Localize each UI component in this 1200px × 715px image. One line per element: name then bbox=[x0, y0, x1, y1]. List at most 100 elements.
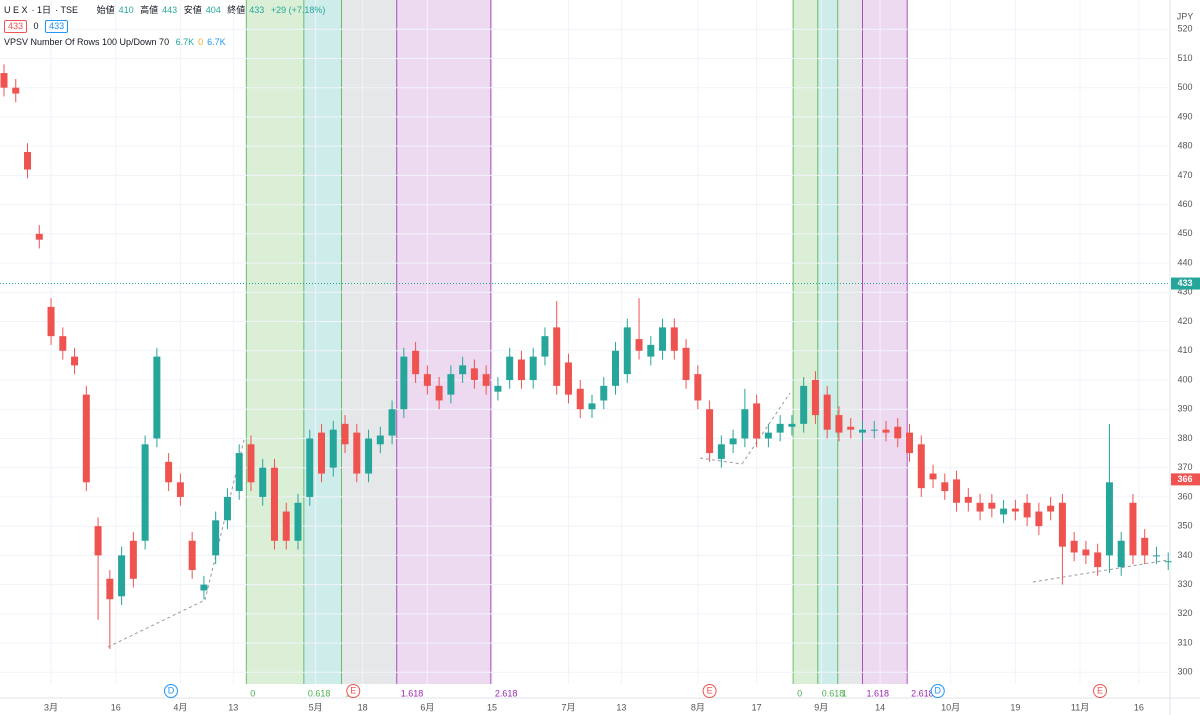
event-label: D bbox=[168, 685, 175, 695]
candle-body bbox=[1047, 505, 1055, 512]
y-tick-label: 310 bbox=[1177, 637, 1192, 647]
candle-body bbox=[106, 578, 114, 600]
candle-body bbox=[412, 350, 420, 375]
candle-body bbox=[188, 540, 196, 570]
y-tick-label: 500 bbox=[1177, 82, 1192, 92]
x-tick-label: 16 bbox=[111, 702, 121, 712]
symbol: U E X bbox=[4, 5, 28, 15]
candle-body bbox=[270, 467, 278, 541]
event-badge bbox=[163, 684, 178, 698]
y-tick-label: 360 bbox=[1177, 491, 1192, 501]
candle-body bbox=[200, 584, 208, 591]
candle-body bbox=[517, 359, 525, 380]
candle-body bbox=[764, 432, 772, 439]
candle-body bbox=[564, 362, 572, 395]
candle-body bbox=[1129, 502, 1137, 556]
candle-body bbox=[141, 444, 149, 541]
candle-body bbox=[741, 409, 749, 439]
candle-body bbox=[612, 350, 620, 386]
candle-body bbox=[882, 429, 890, 433]
candle-body bbox=[470, 368, 478, 380]
y-tick-label: 340 bbox=[1177, 550, 1192, 560]
y-tick-label: 510 bbox=[1177, 53, 1192, 63]
badge: 433 bbox=[45, 20, 69, 33]
candle-body bbox=[235, 453, 243, 492]
candle-body bbox=[423, 374, 431, 386]
open: 410 bbox=[118, 5, 134, 15]
candle-body bbox=[811, 380, 819, 416]
candle-body bbox=[247, 444, 255, 483]
fib-zone bbox=[246, 0, 304, 684]
x-tick-label: 14 bbox=[875, 702, 885, 712]
event-badge bbox=[1093, 684, 1108, 698]
candle-body bbox=[1105, 482, 1113, 556]
candle-body bbox=[635, 339, 643, 351]
fib-zone bbox=[817, 0, 838, 684]
candle-body bbox=[82, 394, 90, 483]
candle-body bbox=[353, 432, 361, 474]
price-tag-label: 433 bbox=[1177, 278, 1192, 288]
candle-body bbox=[847, 426, 855, 430]
x-tick-label: 4月 bbox=[173, 702, 187, 712]
candle-body bbox=[553, 327, 561, 386]
candle-body bbox=[588, 403, 596, 410]
event-badge bbox=[346, 684, 361, 698]
x-tick-label: 19 bbox=[1010, 702, 1020, 712]
candle-body bbox=[776, 423, 784, 433]
y-tick-label: 520 bbox=[1177, 24, 1192, 34]
fib-level: 0 bbox=[250, 688, 255, 698]
x-tick-label: 16 bbox=[1134, 702, 1144, 712]
indicator: VPSV Number Of Rows 100 Up/Down 70 bbox=[4, 37, 170, 47]
x-tick-label: 11月 bbox=[1071, 702, 1089, 712]
candle-body bbox=[964, 496, 972, 503]
candle-body bbox=[318, 432, 326, 474]
price-tag-label: 366 bbox=[1177, 474, 1192, 484]
x-tick-label: 5月 bbox=[309, 702, 323, 712]
x-tick-label: 18 bbox=[358, 702, 368, 712]
candle-body bbox=[788, 423, 796, 427]
y-tick-label: 480 bbox=[1177, 141, 1192, 151]
candle-body bbox=[12, 87, 20, 94]
candle-body bbox=[670, 327, 678, 351]
fib-zone bbox=[837, 0, 863, 684]
y-tick-label: 390 bbox=[1177, 404, 1192, 414]
x-tick-label: 15 bbox=[487, 702, 497, 712]
fib-zone bbox=[303, 0, 342, 684]
candle-body bbox=[282, 511, 290, 541]
open-label: 始値 bbox=[96, 5, 115, 15]
fib-level: 1.618 bbox=[401, 688, 424, 698]
y-tick-label: 460 bbox=[1177, 199, 1192, 209]
candle-body bbox=[870, 429, 878, 431]
candle-body bbox=[388, 409, 396, 436]
high-label: 高値 bbox=[140, 5, 159, 15]
y-tick-label: 320 bbox=[1177, 608, 1192, 618]
x-tick-label: 13 bbox=[228, 702, 238, 712]
candle-body bbox=[894, 426, 902, 439]
candle-body bbox=[176, 482, 184, 497]
y-tick-label: 400 bbox=[1177, 374, 1192, 384]
legend-header: U E X · 1日 · TSE 始値 410 高値 443 安値 404 終値 433 +… bbox=[4, 5, 326, 47]
x-tick-label: 17 bbox=[752, 702, 762, 712]
candle-body bbox=[1164, 561, 1172, 563]
candle-body bbox=[129, 540, 137, 579]
trend-line bbox=[741, 392, 791, 465]
candle-body bbox=[953, 479, 961, 503]
y-tick-label: 300 bbox=[1177, 667, 1192, 677]
candle-body bbox=[212, 520, 220, 556]
candle-body bbox=[1082, 549, 1090, 556]
fib-level: 0.618 bbox=[308, 688, 331, 698]
candle-body bbox=[623, 327, 631, 375]
low-label: 安値 bbox=[183, 5, 202, 15]
candle-body bbox=[541, 336, 549, 357]
candle-body bbox=[1058, 502, 1066, 547]
candle-body bbox=[694, 374, 702, 401]
high: 443 bbox=[162, 5, 178, 15]
candle-body bbox=[823, 394, 831, 430]
candle-body bbox=[223, 496, 231, 521]
event-badge bbox=[930, 684, 945, 698]
event-label: E bbox=[707, 685, 713, 695]
y-tick-label: 380 bbox=[1177, 433, 1192, 443]
candle-body bbox=[400, 356, 408, 410]
candle-body bbox=[929, 473, 937, 480]
candle-body bbox=[706, 409, 714, 454]
